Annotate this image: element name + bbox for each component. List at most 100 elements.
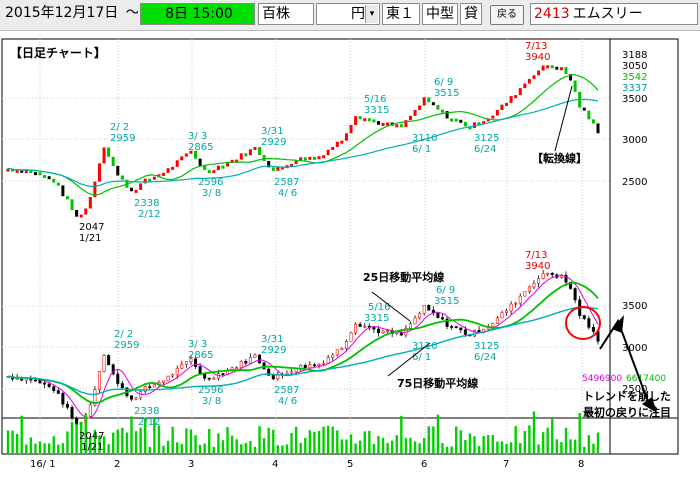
conversion-block bbox=[258, 147, 262, 155]
conversion-block bbox=[569, 74, 573, 81]
volume-bar bbox=[116, 429, 119, 453]
volume-bar bbox=[148, 446, 151, 453]
candle-body bbox=[276, 374, 280, 380]
conversion-block bbox=[541, 65, 545, 71]
conversion-block bbox=[514, 95, 518, 99]
conversion-block bbox=[491, 115, 495, 119]
candle-body bbox=[93, 389, 97, 406]
upper-ann-jun1-price: 3110 bbox=[412, 133, 437, 144]
conversion-block bbox=[120, 175, 124, 180]
date-text: 2015年12月17日 bbox=[5, 5, 119, 21]
upper-ann-mar3-date: 3/ 3 bbox=[188, 131, 207, 142]
volume-bar bbox=[596, 432, 600, 453]
volume-bar bbox=[358, 440, 362, 453]
conversion-block bbox=[6, 168, 10, 172]
ma75-pointer bbox=[387, 342, 431, 377]
volume-bar bbox=[523, 431, 527, 453]
volume-bar bbox=[144, 417, 147, 453]
chart-panel: 【日足チャート】 3188 3050 3542 3337 3500 3000 2… bbox=[0, 31, 700, 490]
upper-ann-feb12-price: 2338 bbox=[134, 198, 159, 209]
lower-ann-mar3-date: 3/ 3 bbox=[188, 339, 207, 350]
currency-select[interactable]: 円 ▾ bbox=[316, 3, 380, 25]
candle-body bbox=[569, 281, 573, 289]
candle-body bbox=[221, 373, 225, 375]
candle-body bbox=[440, 317, 444, 320]
note-line-1: トレンドを崩した bbox=[583, 389, 671, 403]
volume-bar bbox=[336, 430, 339, 453]
volume-bar bbox=[546, 427, 549, 453]
back-button-label: 戻る bbox=[497, 9, 517, 20]
candle-body bbox=[184, 361, 188, 365]
conversion-block bbox=[468, 126, 472, 130]
candle-body bbox=[445, 318, 449, 327]
upper-cyan-line bbox=[7, 98, 599, 188]
volume-bar bbox=[491, 435, 495, 453]
volume-bar bbox=[345, 439, 348, 453]
candle-body bbox=[532, 282, 536, 288]
back-button[interactable]: 戻る bbox=[490, 5, 524, 25]
conversion-block bbox=[107, 147, 111, 157]
upper-ann-jun9-date: 6/ 9 bbox=[434, 77, 453, 88]
candle-body bbox=[129, 395, 133, 400]
lower-ann-apr6-price: 2587 bbox=[274, 385, 299, 396]
conversion-block bbox=[267, 161, 271, 168]
volume-bar bbox=[409, 437, 412, 453]
conversion-block bbox=[386, 122, 390, 126]
candle-body bbox=[239, 360, 243, 368]
upper-ann-may16-date: 5/16 bbox=[364, 94, 386, 105]
candle-body bbox=[102, 355, 106, 372]
conversion-block bbox=[235, 159, 239, 163]
volume-bar bbox=[226, 427, 229, 453]
candle-body bbox=[56, 390, 60, 394]
arrow-head-down bbox=[642, 397, 657, 413]
conversion-block bbox=[582, 107, 586, 111]
lower-ann-jun1-price: 3110 bbox=[412, 341, 437, 352]
upper-ann-mar31-price: 2929 bbox=[261, 137, 286, 148]
conversion-block bbox=[573, 80, 577, 92]
conversion-block bbox=[463, 121, 467, 127]
candle-body bbox=[189, 358, 193, 362]
candle-body bbox=[111, 364, 115, 375]
chevron-down-icon[interactable]: ▾ bbox=[365, 5, 378, 23]
candle-body bbox=[459, 327, 463, 331]
date-field[interactable]: 2015年12月17日 ～ bbox=[2, 3, 138, 25]
volume-bar bbox=[166, 440, 170, 453]
volume-bar bbox=[258, 426, 261, 453]
candle-body bbox=[322, 362, 326, 365]
volume-bar bbox=[395, 435, 398, 453]
volume-bar bbox=[468, 433, 472, 453]
candle-body bbox=[564, 274, 568, 283]
lower-ann-feb12-date: 2/12 bbox=[138, 417, 160, 428]
conversion-block bbox=[97, 163, 101, 182]
volume-bar bbox=[102, 436, 106, 453]
volume-bar bbox=[267, 427, 270, 453]
candle-body bbox=[134, 397, 138, 400]
chart-title: 【日足チャート】 bbox=[10, 45, 106, 60]
volume-bar bbox=[390, 440, 394, 453]
volume-bar bbox=[432, 426, 435, 453]
conversion-block bbox=[221, 165, 225, 169]
conversion-block bbox=[88, 197, 92, 209]
candle-body bbox=[495, 317, 499, 324]
upper-ann-jul13-price: 3940 bbox=[525, 52, 550, 63]
candle-body bbox=[203, 373, 207, 379]
volume-bar bbox=[459, 430, 462, 453]
volume-bar bbox=[304, 437, 307, 453]
conversion-block bbox=[518, 88, 522, 96]
stock-code-field[interactable]: 2413 エムスリー bbox=[530, 3, 698, 25]
conversion-block bbox=[331, 146, 335, 150]
volume-bar bbox=[34, 443, 37, 453]
conversion-block bbox=[248, 149, 252, 156]
lending-field: 貸 bbox=[460, 3, 482, 25]
volume-bar bbox=[349, 434, 353, 453]
volume-bar bbox=[464, 440, 467, 453]
upper-ann-feb2-price: 2959 bbox=[110, 133, 135, 144]
conversion-block bbox=[102, 147, 106, 164]
upper-ann-mar8-date: 3/ 8 bbox=[202, 188, 221, 199]
conversion-block bbox=[381, 122, 385, 126]
conversion-block bbox=[532, 75, 536, 79]
candle-body bbox=[244, 360, 248, 364]
lower-tick-3000: 3000 bbox=[622, 343, 647, 354]
conversion-block bbox=[189, 150, 193, 154]
candle-body bbox=[70, 407, 74, 419]
